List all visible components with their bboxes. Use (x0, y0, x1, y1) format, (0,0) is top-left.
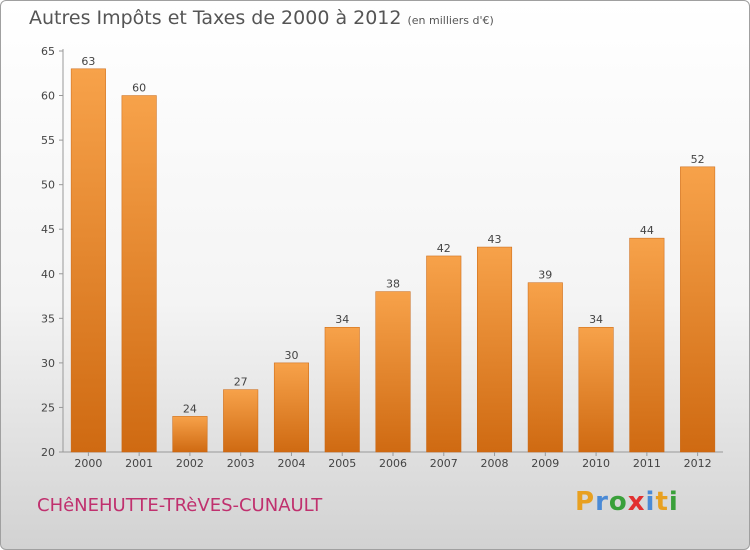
y-tick-label: 60 (41, 90, 55, 103)
x-tick-label-2007: 2007 (430, 457, 458, 470)
x-tick-label-2000: 2000 (74, 457, 102, 470)
bar-2005 (324, 326, 360, 453)
chart-bars (70, 68, 716, 453)
y-tick-label: 65 (41, 45, 55, 58)
bar-2012 (680, 166, 716, 453)
data-label-2001: 60 (132, 82, 146, 95)
bar-2008 (477, 246, 513, 453)
x-tick-label-2011: 2011 (633, 457, 661, 470)
logo-letter: i (645, 487, 656, 517)
data-label-2010: 34 (589, 313, 603, 326)
proxiti-logo: Proxiti (575, 487, 679, 517)
data-label-2008: 43 (488, 233, 502, 246)
chart-subtitle: (en milliers d'€) (407, 14, 494, 27)
logo-letter: r (595, 487, 609, 517)
x-tick-label-2005: 2005 (328, 457, 356, 470)
data-label-2007: 42 (437, 242, 451, 255)
logo-letter: o (608, 487, 628, 517)
logo-letter: P (575, 487, 596, 517)
bar-2003 (223, 389, 259, 453)
bar-2001 (121, 95, 157, 453)
y-tick-label: 30 (41, 357, 55, 370)
data-label-2003: 27 (234, 376, 248, 389)
bar-2011 (629, 237, 665, 453)
x-tick-label-2012: 2012 (684, 457, 712, 470)
data-label-2012: 52 (691, 153, 705, 166)
bar-2004 (273, 362, 309, 453)
logo-letter: t (655, 487, 669, 517)
chart-x-ticks: 2000 2001 2002 2003 2004 2005 2006 2007 2008 2009… (74, 452, 712, 470)
data-label-2011: 44 (640, 224, 654, 237)
x-tick-label-2006: 2006 (379, 457, 407, 470)
data-label-2005: 34 (335, 313, 349, 326)
bar-2000 (70, 68, 106, 453)
y-tick-label: 40 (41, 268, 55, 281)
bar-2007 (426, 255, 462, 453)
x-tick-label-2009: 2009 (531, 457, 559, 470)
x-tick-label-2002: 2002 (176, 457, 204, 470)
x-tick-label-2004: 2004 (277, 457, 305, 470)
logo-letter: x (627, 487, 646, 517)
chart-title: Autres Impôts et Taxes de 2000 à 2012 (en… (29, 7, 494, 29)
bar-2010 (578, 326, 614, 453)
chart-title-text: Autres Impôts et Taxes de 2000 à 2012 (29, 7, 402, 29)
y-tick-label: 50 (41, 179, 55, 192)
bar-2002 (172, 416, 208, 453)
y-tick-label: 45 (41, 223, 55, 236)
logo-letter: i (668, 487, 679, 517)
y-tick-label: 25 (41, 401, 55, 414)
y-tick-label: 55 (41, 134, 55, 147)
data-label-2000: 63 (81, 55, 95, 68)
data-label-2002: 24 (183, 402, 197, 415)
chart-data-labels: 63 60 24 27 30 34 38 42 43 39 34 44 52 (81, 55, 704, 416)
bar-2009 (527, 282, 563, 453)
bar-2006 (375, 291, 411, 453)
x-tick-label-2008: 2008 (481, 457, 509, 470)
commune-name: CHêNEHUTTE-TRèVES-CUNAULT (37, 495, 323, 516)
x-tick-label-2003: 2003 (227, 457, 255, 470)
data-label-2006: 38 (386, 278, 400, 291)
x-tick-label-2001: 2001 (125, 457, 153, 470)
data-label-2009: 39 (538, 269, 552, 282)
x-tick-label-2010: 2010 (582, 457, 610, 470)
chart-y-ticks: 20 25 30 35 40 45 50 55 60 65 (41, 45, 63, 459)
data-label-2004: 30 (284, 349, 298, 362)
y-tick-label: 35 (41, 312, 55, 325)
y-tick-label: 20 (41, 446, 55, 459)
